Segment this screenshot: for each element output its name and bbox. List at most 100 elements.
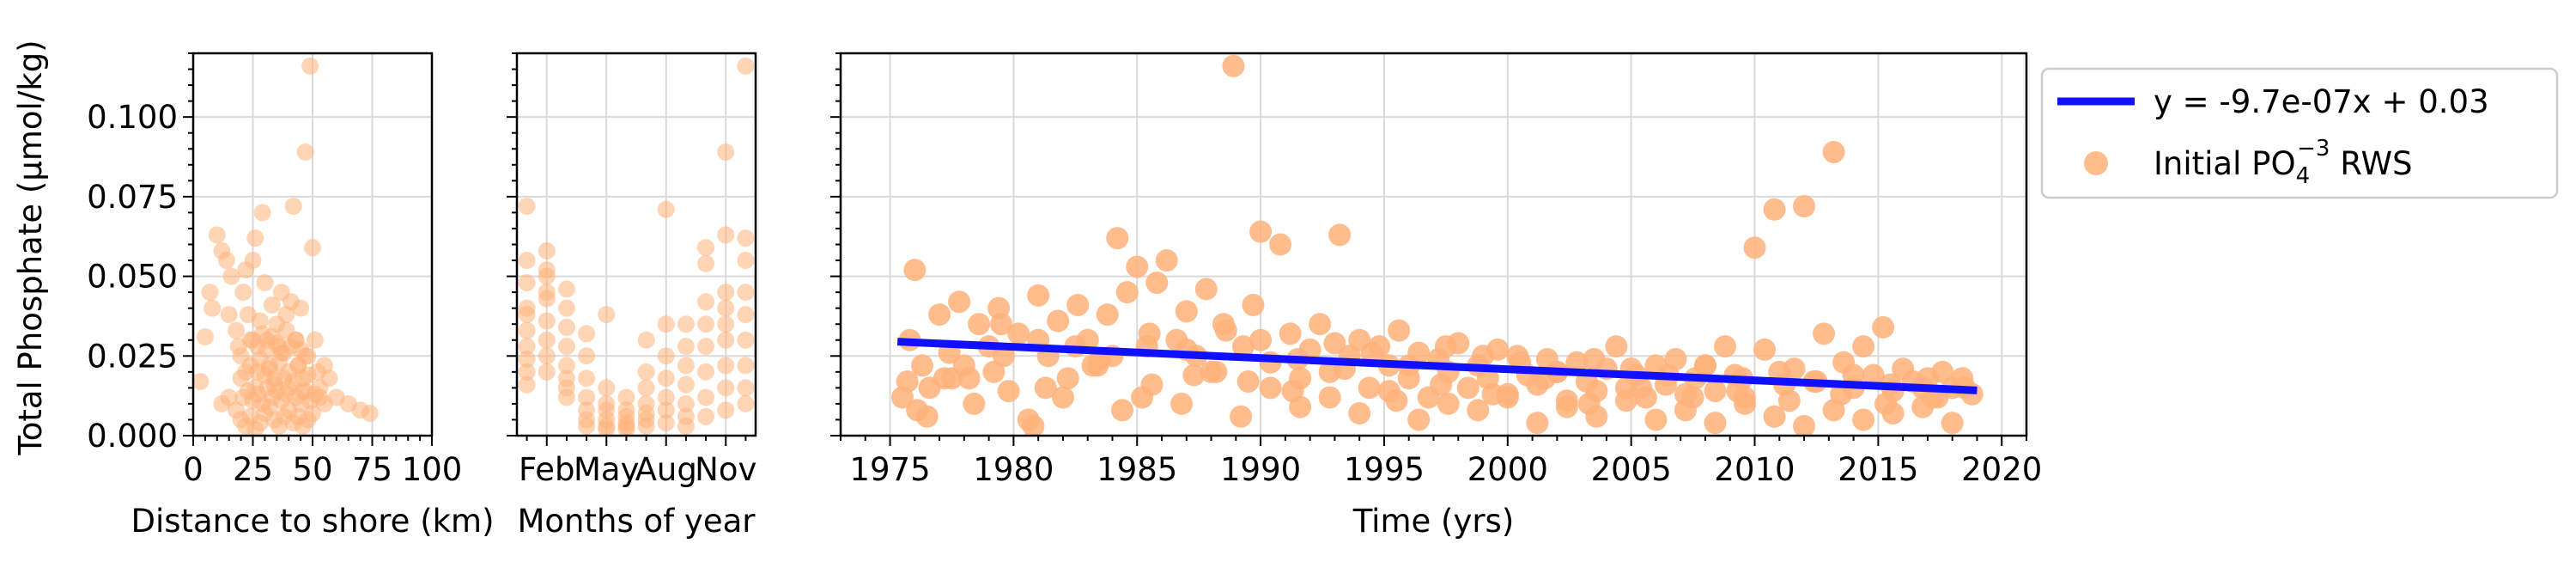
data-point [1348, 402, 1371, 425]
data-point [292, 299, 310, 317]
data-point [1753, 338, 1777, 361]
data-point [1175, 300, 1198, 323]
data-point [717, 315, 735, 333]
x-tick-label: 2015 [1838, 451, 1918, 488]
data-point [697, 293, 715, 311]
data-point [1056, 367, 1079, 390]
data-point [717, 401, 735, 419]
data-point [1236, 369, 1260, 393]
data-point [263, 296, 281, 314]
y-tick-label: 0.025 [87, 338, 178, 375]
data-point [928, 303, 951, 327]
data-point [306, 331, 324, 349]
data-point [284, 198, 302, 215]
data-point [557, 318, 575, 336]
data-point [697, 407, 715, 425]
data-point [256, 274, 274, 291]
data-point [1047, 309, 1070, 333]
data-point [253, 204, 271, 222]
axes-frame [515, 52, 757, 437]
data-point [697, 315, 715, 333]
data-point [518, 338, 536, 356]
data-point [518, 306, 536, 324]
data-point [1385, 389, 1408, 412]
data-point [677, 357, 695, 375]
x-axis-label: Time (yrs) [1352, 503, 1515, 540]
data-point [1743, 236, 1766, 259]
data-point [557, 357, 575, 375]
data-point [578, 347, 596, 365]
data-point [1852, 335, 1875, 358]
data-point [657, 414, 675, 432]
data-point [1318, 386, 1341, 409]
data-point [1194, 278, 1218, 301]
data-point [1614, 389, 1637, 412]
data-point [598, 379, 616, 397]
data-point [246, 229, 264, 247]
data-point [598, 306, 616, 324]
data-point [1281, 380, 1304, 403]
data-point [578, 369, 596, 388]
data-point [1793, 414, 1816, 436]
data-point [1155, 249, 1178, 272]
data-point [637, 331, 655, 349]
data-point [1852, 408, 1875, 431]
data-point [637, 363, 655, 381]
data-point [910, 354, 933, 377]
data-point [1726, 380, 1749, 403]
data-point [518, 274, 536, 291]
panel-1: 0.000 0.025 0.050 0.075 0.100 0 25 50 75 100 Dista… [87, 52, 495, 540]
data-point [968, 313, 991, 336]
data-point [538, 261, 556, 279]
data-point [1456, 376, 1479, 400]
data-point [737, 252, 755, 270]
data-point [1467, 399, 1490, 422]
data-point [697, 338, 715, 356]
x-tick-label: 75 [352, 451, 392, 488]
data-point [737, 331, 755, 349]
data-point [717, 284, 735, 302]
data-point [677, 338, 695, 356]
data-point [1577, 392, 1601, 415]
y-tick-label: 0.100 [87, 99, 178, 136]
x-tick-label: 1995 [1344, 451, 1425, 488]
x-tick-label: Feb [519, 451, 575, 488]
x-tick-label: May [574, 451, 640, 488]
x-tick-label: 25 [233, 451, 273, 488]
x-tick-label: 2005 [1591, 451, 1672, 488]
data-point [538, 363, 556, 381]
data-point [1822, 140, 1845, 163]
data-point [1231, 335, 1255, 358]
x-tick-label: 2020 [1961, 451, 2042, 488]
data-point [915, 405, 939, 428]
data-point [1630, 376, 1653, 400]
data-point [1874, 392, 1898, 415]
data-point [598, 420, 616, 436]
data-point [1763, 198, 1786, 221]
data-point [1269, 233, 1292, 256]
data-point [220, 306, 238, 324]
data-point [228, 321, 246, 339]
data-point [717, 331, 735, 349]
data-point [1259, 376, 1282, 400]
data-point [304, 239, 321, 257]
data-point [538, 241, 556, 259]
data-point [1096, 303, 1119, 327]
data-point [538, 331, 556, 349]
data-point [361, 405, 379, 423]
data-point [657, 315, 675, 333]
x-tick-label: 1980 [973, 451, 1054, 488]
data-point [578, 325, 596, 343]
data-point [717, 357, 735, 375]
data-point [251, 312, 269, 330]
data-point [1110, 399, 1133, 422]
data-point [1212, 313, 1235, 336]
data-point [296, 347, 314, 365]
x-axis-label: Months of year [518, 503, 756, 540]
legend-points-swatch [2084, 151, 2108, 175]
data-point [296, 143, 314, 161]
data-point [1027, 284, 1050, 307]
data-point [1763, 405, 1786, 428]
data-point [1813, 322, 1836, 345]
